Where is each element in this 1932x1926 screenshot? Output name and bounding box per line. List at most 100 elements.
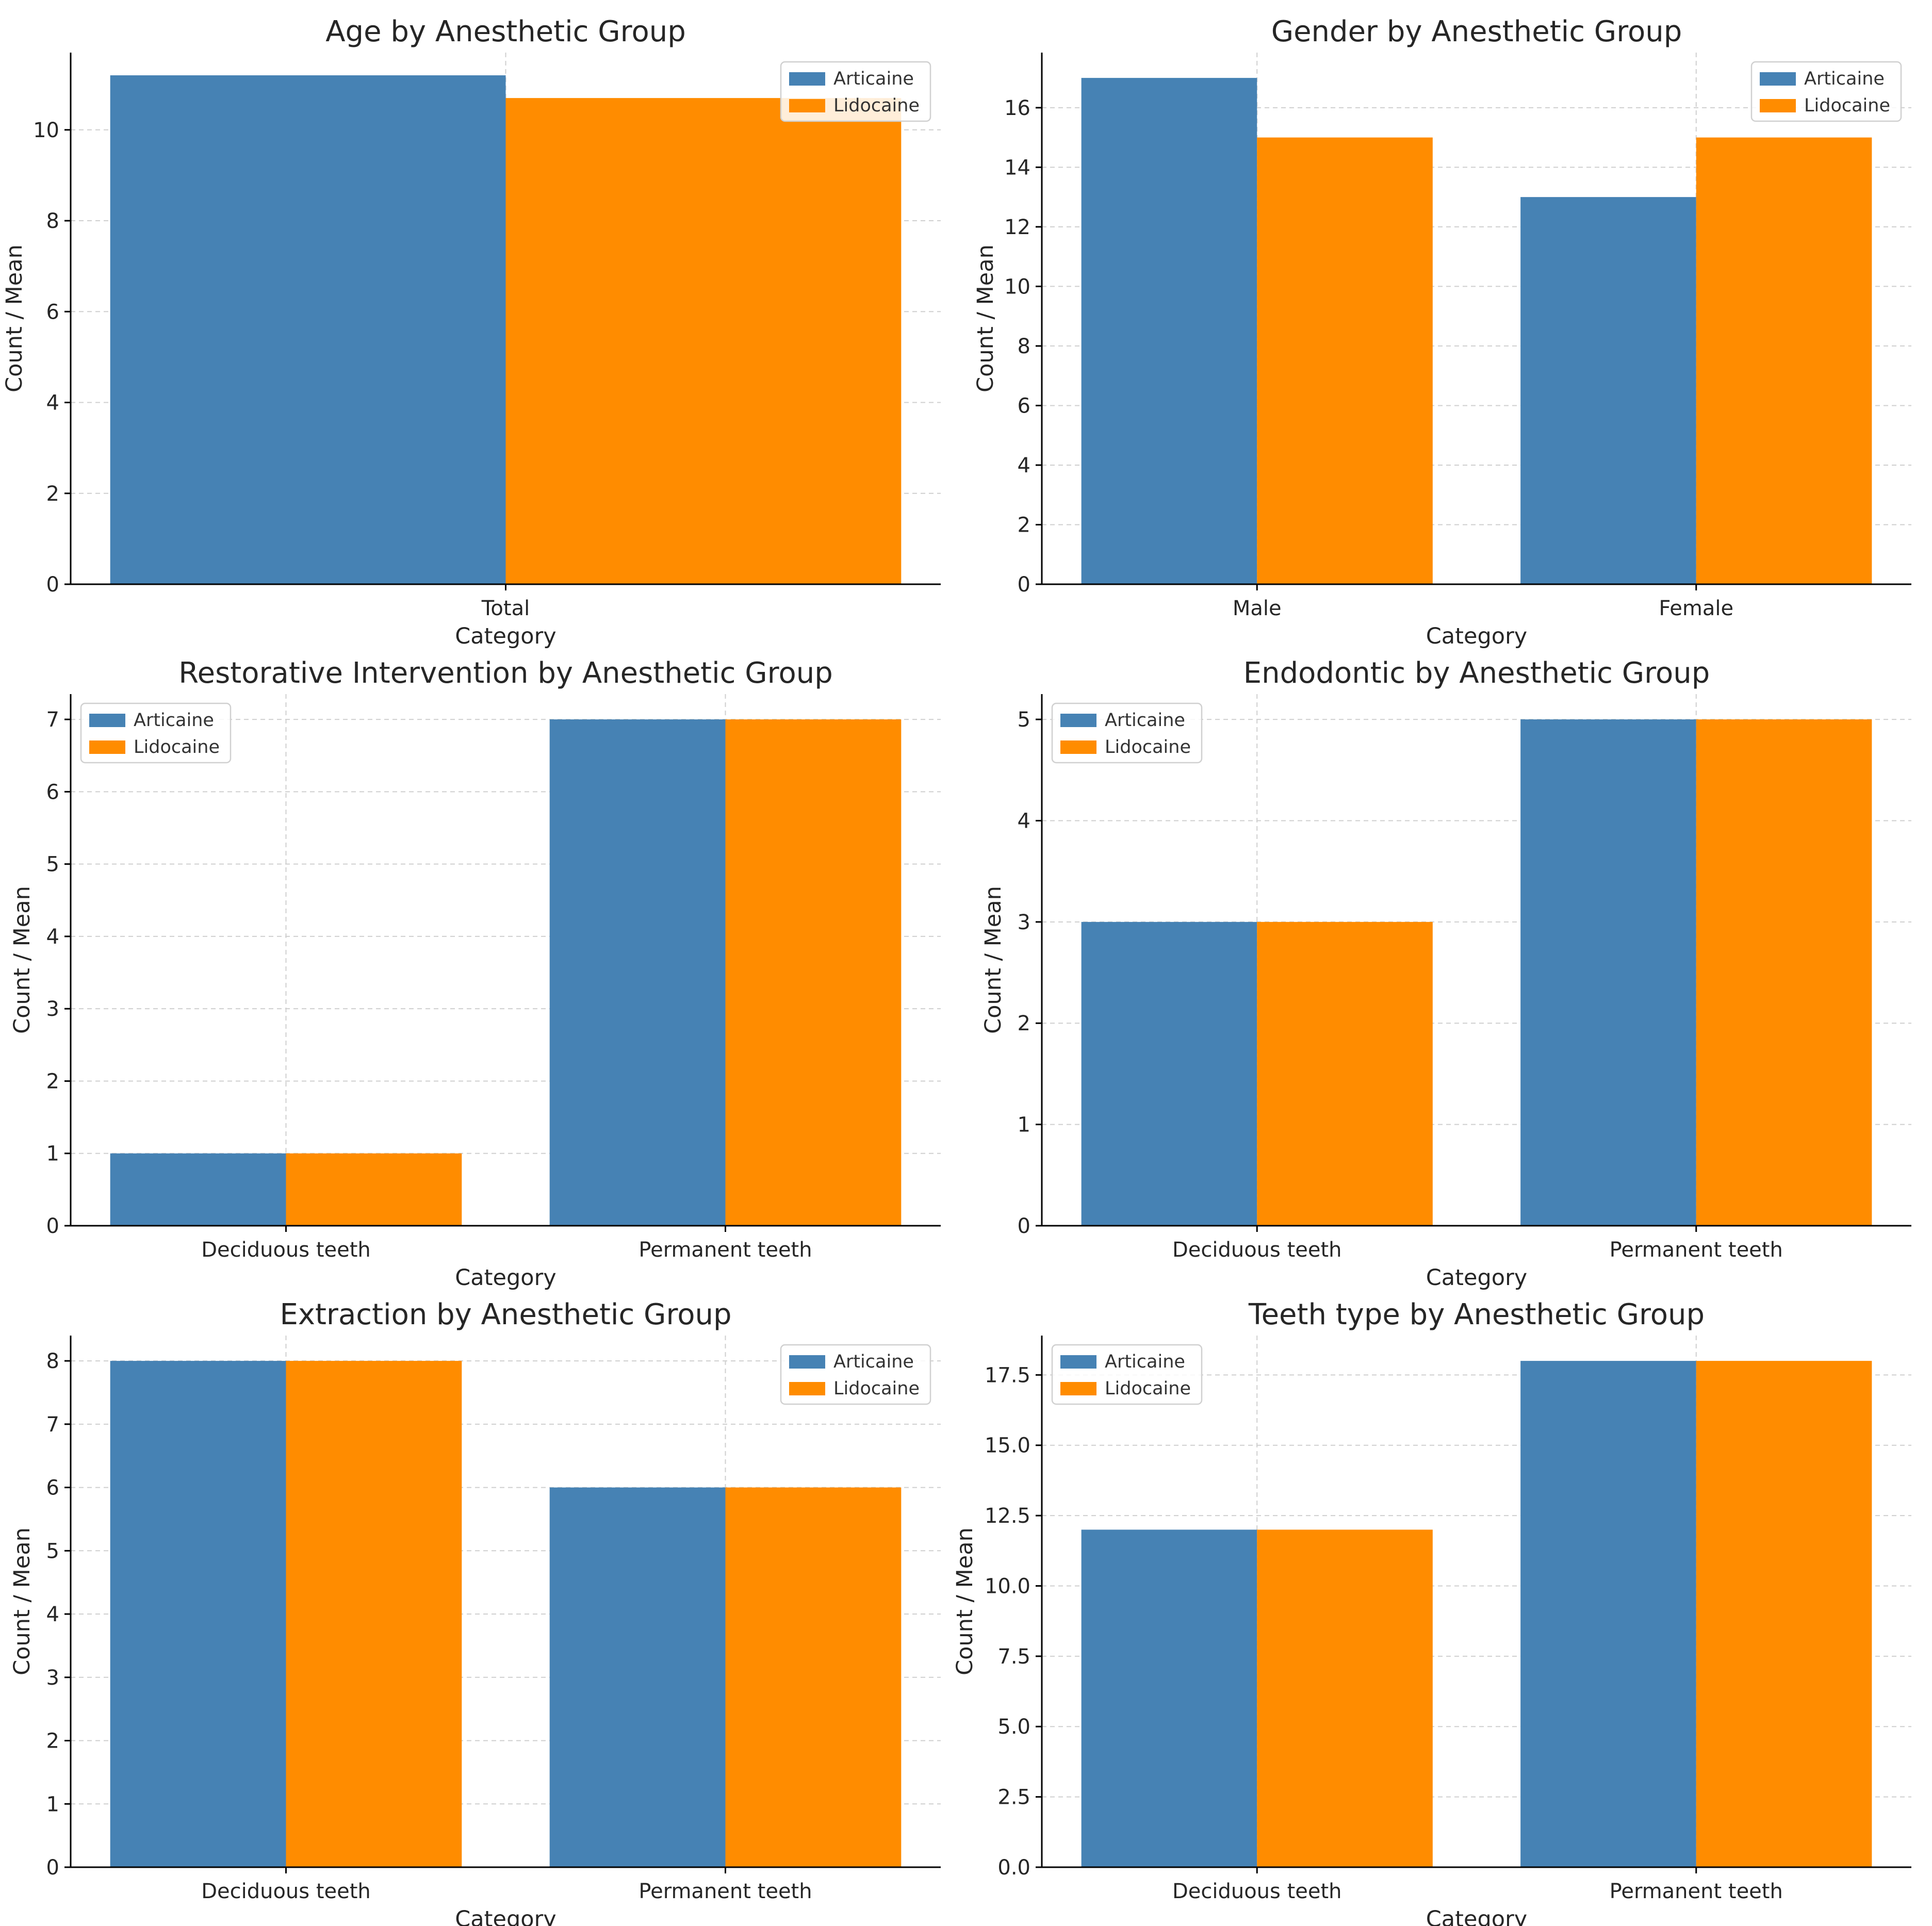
- bar-articaine-permanent-teeth: [549, 719, 726, 1226]
- y-tick-label: 6: [46, 780, 59, 804]
- subplot-6: 0.0 2.5 5.0 7.5 10.0 12.5 15.0 17.5 Deciduous te…: [952, 1298, 1911, 1926]
- y-tick-label: 12: [1004, 216, 1030, 239]
- y-tick-label: 6: [46, 1476, 59, 1500]
- y-axis-label: Count / Mean: [9, 1527, 35, 1675]
- legend-label-articaine: Articaine: [134, 710, 214, 731]
- y-tick-label: 4: [46, 1603, 59, 1626]
- bar-articaine-permanent-teeth: [1520, 719, 1696, 1226]
- legend-label-lidocaine: Lidocaine: [1804, 95, 1890, 116]
- legend-swatch-articaine: [1760, 72, 1796, 86]
- x-axis-label: Category: [455, 1265, 556, 1291]
- legend: Articaine Lidocaine: [1051, 702, 1203, 764]
- chart-title: Restorative Intervention by Anesthetic G…: [178, 656, 833, 690]
- y-tick-label: 12.5: [985, 1504, 1030, 1528]
- x-tick-label: Deciduous teeth: [201, 1880, 371, 1903]
- y-tick-label: 5: [46, 1539, 59, 1563]
- x-tick-label: Deciduous teeth: [201, 1238, 371, 1262]
- bar-lidocaine-permanent-teeth: [1696, 719, 1872, 1226]
- y-axis-label: Count / Mean: [980, 886, 1006, 1034]
- legend: Articaine Lidocaine: [780, 61, 931, 122]
- legend-label-lidocaine: Lidocaine: [833, 1378, 920, 1399]
- y-tick-label: 3: [46, 1666, 59, 1690]
- y-tick-label: 0: [1018, 573, 1030, 597]
- y-tick-label: 4: [46, 391, 59, 415]
- legend: Articaine Lidocaine: [780, 1344, 931, 1405]
- y-tick-label: 2: [46, 1069, 59, 1093]
- y-tick-label: 7: [46, 708, 59, 732]
- y-tick-label: 8: [46, 209, 59, 233]
- legend-swatch-lidocaine: [789, 1382, 825, 1395]
- y-tick-label: 8: [46, 1349, 59, 1373]
- x-tick-label: Permanent teeth: [638, 1238, 812, 1262]
- legend-label-articaine: Articaine: [833, 69, 914, 89]
- y-tick-label: 4: [46, 925, 59, 949]
- bar-lidocaine-deciduous-teeth: [1257, 1529, 1433, 1867]
- bar-lidocaine-permanent-teeth: [725, 1487, 902, 1867]
- subplot-1: 0 2 4 6 8 10 Total Age by Anesthetic Group Categ…: [2, 15, 941, 649]
- y-tick-label: 10: [33, 119, 59, 142]
- y-tick-label: 2: [1018, 1012, 1030, 1035]
- y-tick-label: 2: [1018, 513, 1030, 537]
- y-tick-label: 5.0: [997, 1715, 1030, 1739]
- legend-swatch-articaine: [789, 1355, 825, 1369]
- x-axis-label: Category: [455, 1906, 556, 1926]
- legend-label-articaine: Articaine: [833, 1352, 914, 1372]
- y-axis-label: Count / Mean: [973, 244, 998, 392]
- y-tick-label: 4: [1018, 809, 1030, 833]
- legend-swatch-lidocaine: [1760, 99, 1796, 112]
- x-tick-label: Deciduous teeth: [1172, 1238, 1342, 1262]
- bar-lidocaine-deciduous-teeth: [286, 1153, 462, 1226]
- y-tick-label: 2: [46, 1730, 59, 1753]
- bar-articaine-deciduous-teeth: [1081, 921, 1257, 1226]
- legend: Articaine Lidocaine: [1051, 1344, 1203, 1405]
- legend-label-articaine: Articaine: [1105, 710, 1185, 731]
- chart-title: Age by Anesthetic Group: [325, 15, 686, 48]
- legend-swatch-lidocaine: [1060, 740, 1096, 754]
- y-tick-label: 15.0: [985, 1434, 1030, 1458]
- legend: Articaine Lidocaine: [1750, 61, 1902, 122]
- y-tick-label: 10: [1004, 275, 1030, 299]
- y-tick-label: 1: [46, 1142, 59, 1166]
- subplot-3: 0 1 2 3 4 5 6 7 Deciduous teeth Permanent teeth Re…: [9, 656, 941, 1291]
- y-tick-label: 2.5: [997, 1786, 1030, 1809]
- y-tick-label: 5: [1018, 708, 1030, 732]
- subplot-5: 0 1 2 3 4 5 6 7 8 Deciduous teeth Permanent teeth E…: [9, 1298, 941, 1926]
- y-tick-label: 0: [46, 1856, 59, 1880]
- y-tick-label: 10.0: [985, 1574, 1030, 1598]
- x-tick-label: Permanent teeth: [1610, 1880, 1783, 1903]
- x-tick-label: Total: [481, 597, 530, 620]
- legend-swatch-articaine: [1060, 1355, 1096, 1369]
- x-axis-label: Category: [1426, 1265, 1527, 1291]
- y-tick-label: 8: [1018, 335, 1030, 358]
- y-tick-label: 16: [1004, 96, 1030, 120]
- y-tick-label: 7: [46, 1413, 59, 1437]
- bar-articaine-deciduous-teeth: [110, 1361, 286, 1867]
- legend-label-lidocaine: Lidocaine: [833, 95, 920, 116]
- chart-title: Teeth type by Anesthetic Group: [1248, 1298, 1705, 1331]
- legend-swatch-lidocaine: [1060, 1382, 1096, 1395]
- legend-label-articaine: Articaine: [1105, 1352, 1185, 1372]
- bar-lidocaine-permanent-teeth: [1696, 1361, 1872, 1867]
- y-tick-label: 4: [1018, 454, 1030, 478]
- bar-articaine-deciduous-teeth: [1081, 1529, 1257, 1867]
- bar-lidocaine-male: [1257, 137, 1433, 585]
- y-tick-label: 17.5: [985, 1363, 1030, 1387]
- x-tick-label: Permanent teeth: [638, 1880, 812, 1903]
- y-tick-label: 2: [46, 482, 59, 506]
- bar-articaine-deciduous-teeth: [110, 1153, 286, 1226]
- legend: Articaine Lidocaine: [80, 702, 232, 764]
- y-tick-label: 7.5: [997, 1645, 1030, 1669]
- bar-lidocaine-total: [505, 98, 902, 585]
- legend-swatch-articaine: [789, 72, 825, 86]
- bar-articaine-total: [110, 75, 506, 585]
- bar-articaine-male: [1081, 78, 1257, 585]
- y-tick-label: 6: [1018, 394, 1030, 418]
- y-tick-label: 0.0: [997, 1856, 1030, 1880]
- chart-title: Endodontic by Anesthetic Group: [1243, 656, 1710, 690]
- x-axis-label: Category: [1426, 1906, 1527, 1926]
- x-axis-label: Category: [455, 623, 556, 649]
- legend-label-articaine: Articaine: [1804, 69, 1885, 89]
- y-tick-label: 0: [46, 573, 59, 597]
